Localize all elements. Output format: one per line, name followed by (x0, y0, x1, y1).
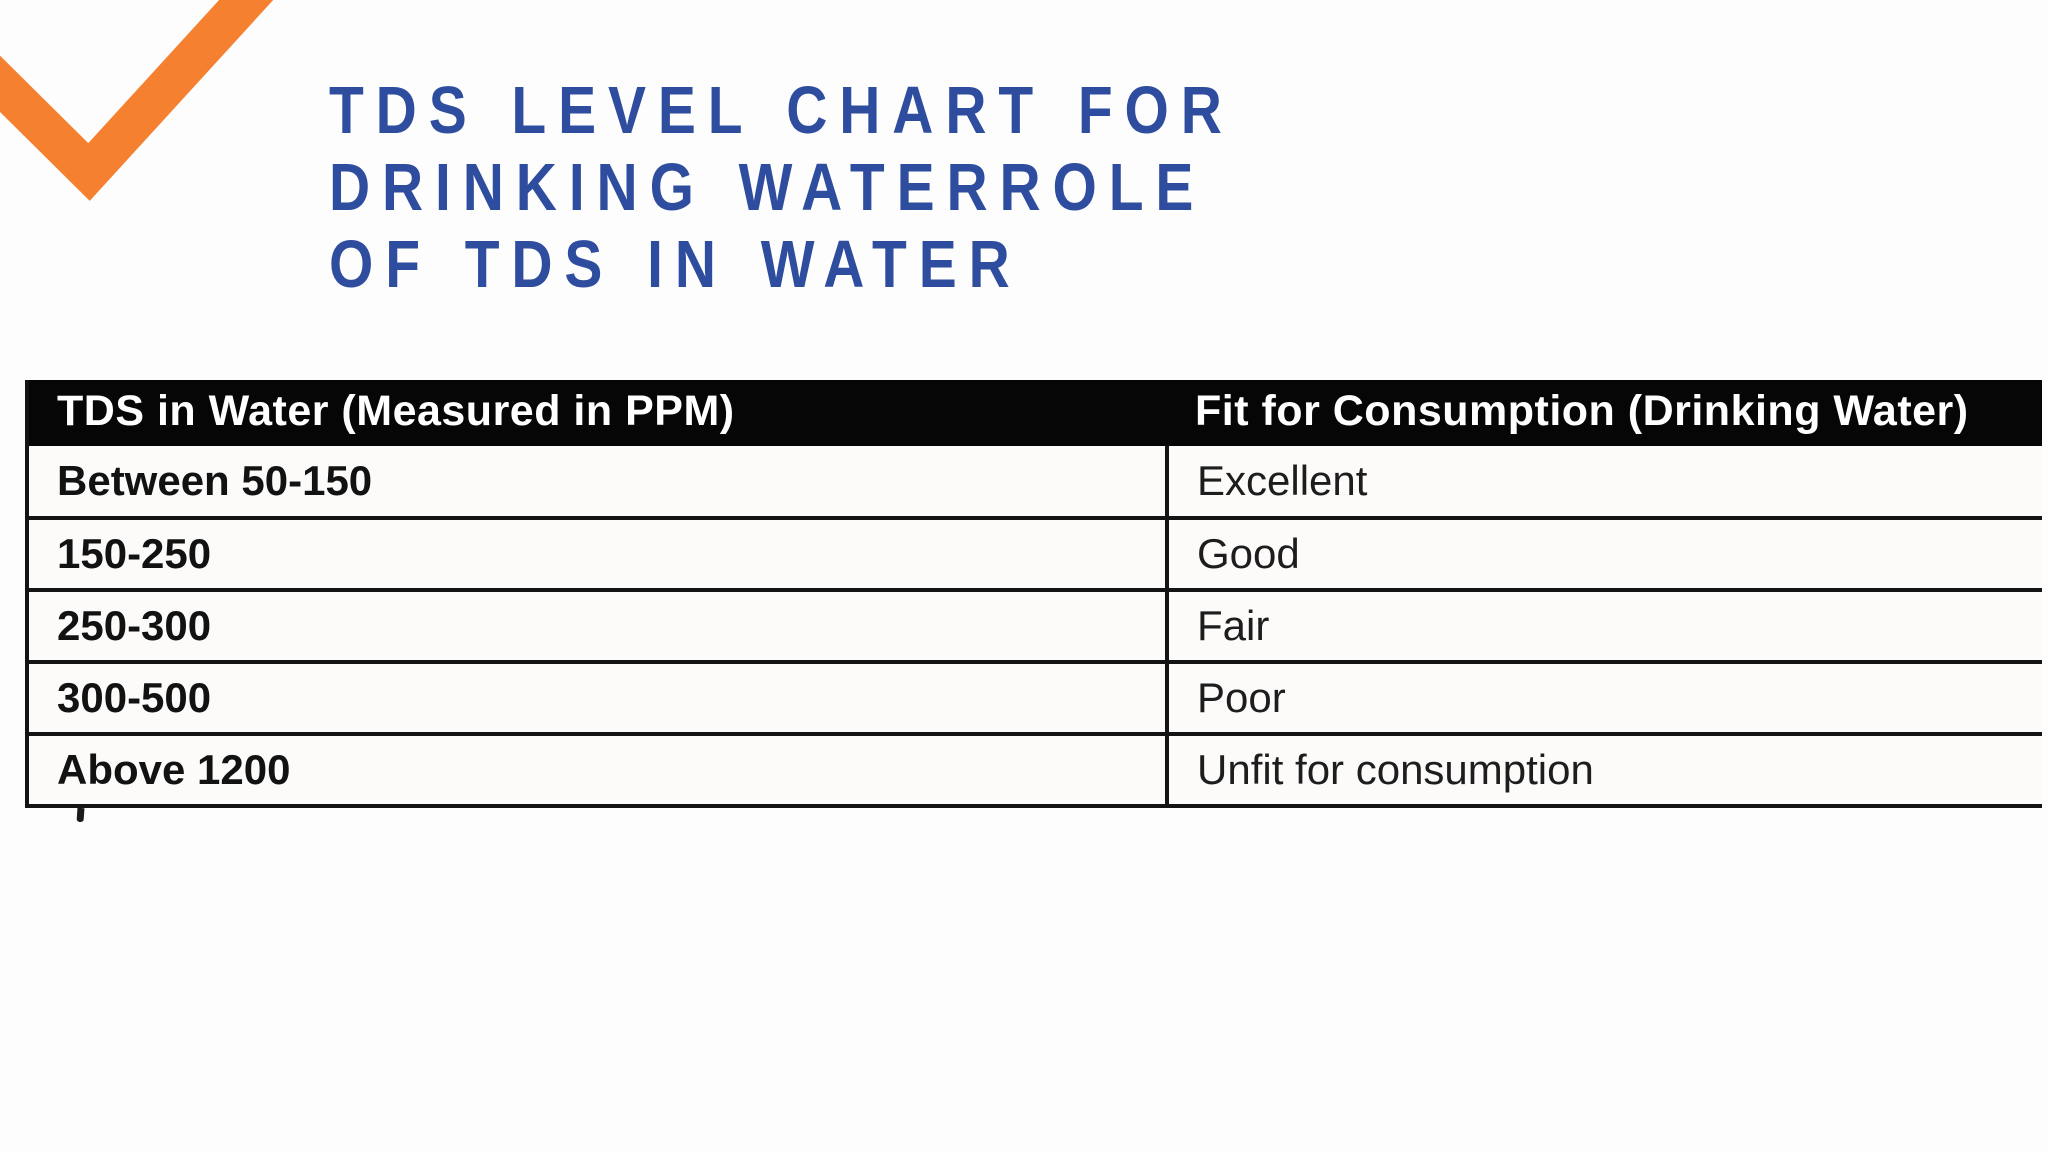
column-header-tds: TDS in Water (Measured in PPM) (27, 380, 1167, 446)
tds-range-cell: Between 50-150 (27, 446, 1169, 520)
table-row: 250-300 Fair (27, 590, 2042, 664)
tds-range-cell: 150-250 (27, 518, 1169, 592)
fit-for-consumption-cell: Poor (1167, 662, 2042, 736)
page-title: TDS LEVEL CHART FOR DRINKING WATERROLE O… (329, 72, 1234, 303)
table-row: Between 50-150 Excellent (27, 446, 2042, 520)
tds-range-cell: Above 1200 (27, 734, 1169, 808)
tds-range-cell: 250-300 (27, 590, 1169, 664)
checkmark-icon (0, 0, 274, 201)
title-line-3: OF TDS IN WATER (329, 227, 1022, 302)
tds-level-table: TDS in Water (Measured in PPM) Fit for C… (25, 380, 2042, 808)
title-line-1: TDS LEVEL CHART FOR (329, 73, 1234, 148)
fit-for-consumption-cell: Fair (1167, 590, 2042, 664)
stray-mark (76, 807, 85, 823)
fit-for-consumption-cell: Unfit for consumption (1167, 734, 2042, 808)
column-header-fit: Fit for Consumption (Drinking Water) (1167, 380, 2042, 446)
fit-for-consumption-cell: Excellent (1167, 446, 2042, 520)
tds-range-cell: 300-500 (27, 662, 1169, 736)
fit-for-consumption-cell: Good (1167, 518, 2042, 592)
table-body: Between 50-150 Excellent 150-250 Good 25… (27, 446, 2042, 808)
table-row: Above 1200 Unfit for consumption (27, 734, 2042, 808)
table-row: 150-250 Good (27, 518, 2042, 592)
title-line-2: DRINKING WATERROLE (329, 150, 1206, 225)
table-header-row: TDS in Water (Measured in PPM) Fit for C… (27, 380, 2042, 446)
table-row: 300-500 Poor (27, 662, 2042, 736)
